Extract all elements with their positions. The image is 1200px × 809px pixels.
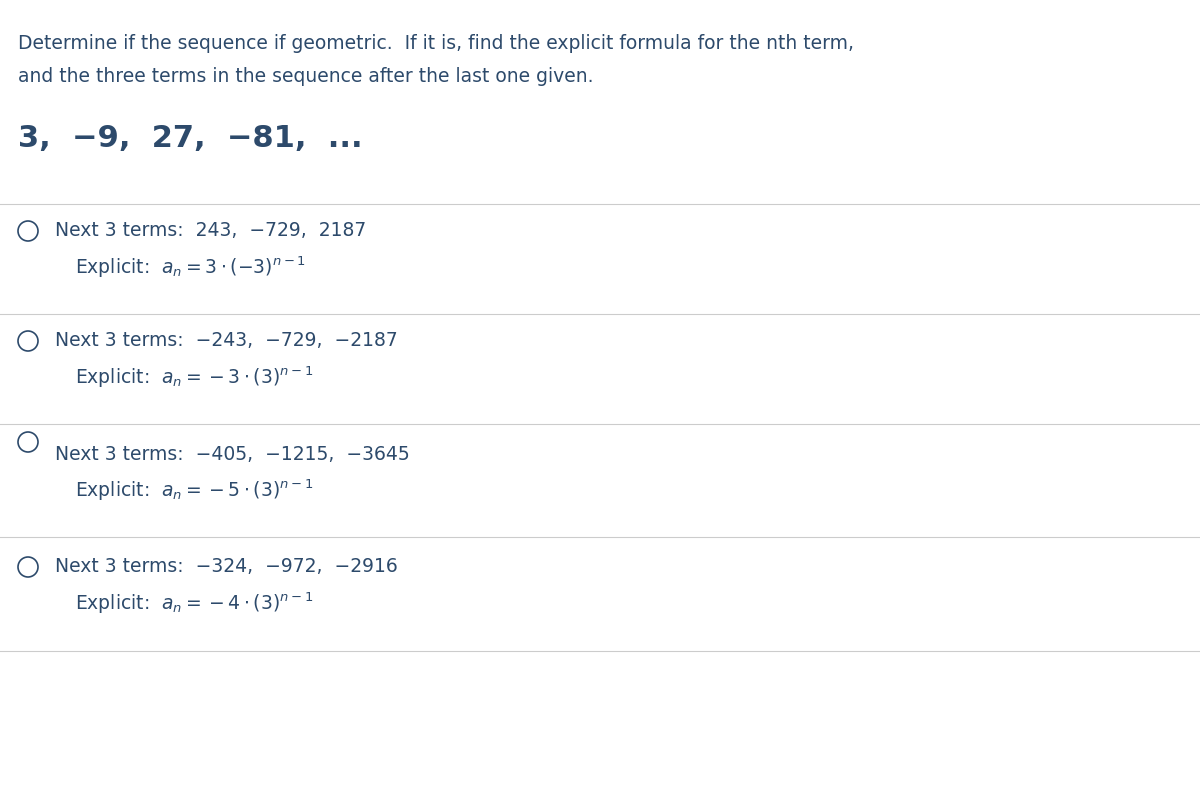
Text: Explicit:  $a_n = 3 \cdot (-3)^{n-1}$: Explicit: $a_n = 3 \cdot (-3)^{n-1}$ xyxy=(74,254,306,280)
Text: Explicit:  $a_n = -3 \cdot (3)^{n-1}$: Explicit: $a_n = -3 \cdot (3)^{n-1}$ xyxy=(74,364,313,390)
Text: Determine if the sequence if geometric.  If it is, find the explicit formula for: Determine if the sequence if geometric. … xyxy=(18,34,854,53)
Text: Next 3 terms:  243,  −729,  2187: Next 3 terms: 243, −729, 2187 xyxy=(55,222,366,240)
Text: Next 3 terms:  −324,  −972,  −2916: Next 3 terms: −324, −972, −2916 xyxy=(55,557,397,577)
Text: Explicit:  $a_n = -4 \cdot (3)^{n-1}$: Explicit: $a_n = -4 \cdot (3)^{n-1}$ xyxy=(74,591,313,616)
Text: 3,  −9,  27,  −81,  ...: 3, −9, 27, −81, ... xyxy=(18,124,362,153)
Text: Next 3 terms:  −243,  −729,  −2187: Next 3 terms: −243, −729, −2187 xyxy=(55,332,397,350)
Text: and the three terms in the sequence after the last one given.: and the three terms in the sequence afte… xyxy=(18,67,594,86)
Text: Explicit:  $a_n = -5 \cdot (3)^{n-1}$: Explicit: $a_n = -5 \cdot (3)^{n-1}$ xyxy=(74,477,313,502)
Text: Next 3 terms:  −405,  −1215,  −3645: Next 3 terms: −405, −1215, −3645 xyxy=(55,444,409,464)
